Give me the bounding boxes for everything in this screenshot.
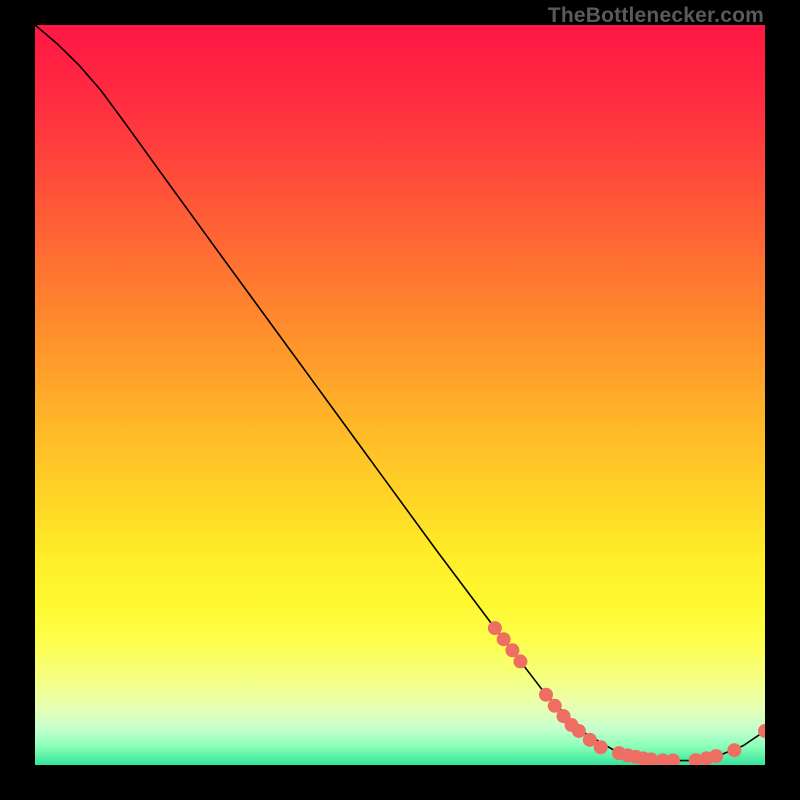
curve-marker	[539, 688, 553, 702]
curve-marker	[488, 621, 502, 635]
curve-marker	[709, 749, 723, 763]
chart-svg	[35, 25, 765, 765]
gradient-background	[35, 25, 765, 765]
curve-marker	[572, 724, 586, 738]
curve-marker	[727, 743, 741, 757]
bottleneck-curve-chart	[35, 25, 765, 765]
curve-marker	[594, 740, 608, 754]
curve-marker	[513, 654, 527, 668]
curve-marker	[497, 632, 511, 646]
